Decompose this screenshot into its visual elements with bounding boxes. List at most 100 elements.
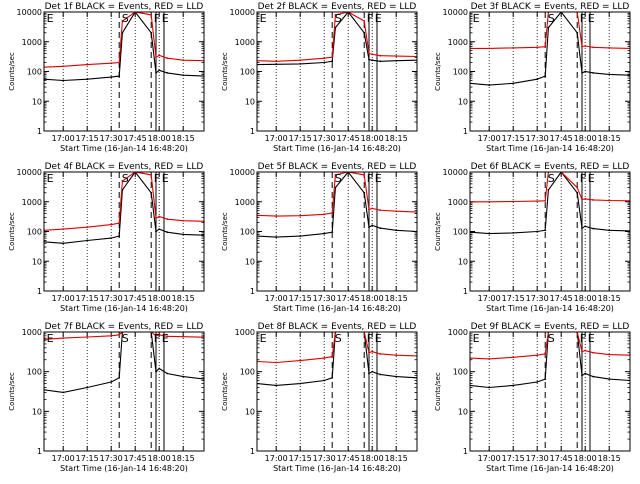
x-tick-label: 17:45	[124, 454, 147, 463]
x-tick-label: 18:15	[598, 454, 621, 463]
x-tick-label: 17:15	[289, 134, 312, 143]
x-tick-label: 18:15	[598, 134, 621, 143]
y-axis-label: Counts/sec	[434, 52, 442, 91]
interval-label: S	[335, 332, 342, 345]
point-lld	[275, 215, 278, 217]
x-tick-label: 17:45	[550, 294, 573, 303]
point-lld	[121, 20, 124, 22]
x-tick-label: 18:15	[385, 454, 408, 463]
point-lld	[371, 207, 374, 210]
x-tick-label: 18:00	[574, 134, 597, 143]
point-events	[182, 375, 185, 378]
x-tick-label: 18:00	[148, 454, 171, 463]
x-tick-label: 17:45	[337, 294, 360, 303]
point-events	[584, 225, 587, 228]
point-lld	[121, 180, 124, 182]
y-tick-label: 10000	[230, 8, 255, 17]
point-events	[512, 82, 515, 85]
panel-det-4: Det 4f BLACK = Events, RED = LLD Counts/s…	[8, 162, 205, 313]
panel-frame	[469, 331, 631, 452]
point-events	[547, 189, 550, 191]
point-events	[331, 60, 334, 63]
point-events	[86, 78, 89, 81]
y-tick-label: 1	[463, 287, 468, 296]
y-tick-label: 100	[240, 368, 255, 377]
point-events	[166, 231, 169, 234]
y-tick-label: 10000	[443, 168, 468, 177]
point-events	[536, 230, 539, 233]
point-events	[363, 31, 366, 34]
point-events	[488, 386, 491, 389]
point-lld	[371, 53, 374, 56]
point-lld	[110, 223, 113, 226]
y-tick-label: 10	[32, 257, 42, 266]
point-lld	[110, 62, 113, 65]
y-axis-label: Counts/sec	[8, 212, 16, 251]
point-lld	[323, 213, 326, 216]
x-axis-label: Start Time (16-Jan-14 16:48:20)	[486, 304, 614, 313]
point-events	[536, 78, 539, 81]
y-tick-label: 1	[463, 127, 468, 136]
y-tick-label: 1000	[22, 198, 42, 207]
panel-title: Det 5f BLACK = Events, RED = LLD	[258, 162, 417, 172]
panel-det-3: Det 3f BLACK = Events, RED = LLD Counts/s…	[434, 2, 631, 153]
x-axis-label: Start Time (16-Jan-14 16:48:20)	[273, 464, 401, 473]
point-lld	[158, 333, 161, 336]
x-tick-label: 17:15	[76, 134, 99, 143]
y-tick-label: 1000	[22, 38, 42, 47]
point-events	[371, 370, 374, 373]
y-tick-label: 10000	[443, 8, 468, 17]
series-group	[470, 12, 630, 86]
point-events	[368, 58, 370, 61]
point-events	[299, 382, 302, 385]
point-events	[395, 229, 398, 232]
point-events	[544, 378, 547, 380]
point-lld	[150, 173, 153, 176]
point-events	[608, 73, 611, 76]
point-lld	[331, 212, 334, 214]
y-axis-label: Counts/sec	[434, 212, 442, 251]
point-lld	[368, 52, 370, 55]
point-lld	[608, 47, 611, 49]
panel-frame	[256, 11, 418, 132]
point-lld	[368, 208, 370, 211]
series-group	[470, 332, 630, 389]
y-tick-label: 100	[27, 68, 42, 77]
x-tick-label: 17:45	[550, 454, 573, 463]
point-events	[323, 379, 326, 382]
point-events	[488, 232, 491, 235]
y-tick-label: 10	[458, 407, 468, 416]
point-lld	[536, 200, 539, 203]
point-lld	[581, 45, 583, 48]
x-tick-label: 18:15	[172, 134, 195, 143]
point-lld	[158, 54, 161, 57]
point-events	[576, 191, 579, 194]
interval-label: E	[588, 12, 595, 25]
x-tick-label: 17:30	[100, 294, 123, 303]
point-events	[86, 386, 89, 389]
y-tick-label: 1	[250, 127, 255, 136]
interval-label: F	[580, 12, 586, 25]
point-lld	[118, 61, 121, 64]
x-tick-label: 17:00	[52, 294, 75, 303]
x-tick-label: 18:00	[361, 134, 384, 143]
x-tick-label: 17:00	[265, 454, 288, 463]
interval-label: E	[162, 172, 169, 185]
point-lld	[395, 210, 398, 213]
point-lld	[118, 333, 121, 336]
point-lld	[581, 198, 583, 201]
y-tick-label: 10	[245, 407, 255, 416]
point-lld	[592, 351, 595, 354]
point-lld	[150, 13, 153, 16]
x-tick-label: 18:00	[574, 294, 597, 303]
point-lld	[395, 55, 398, 57]
x-tick-label: 18:00	[148, 134, 171, 143]
x-axis-label: Start Time (16-Jan-14 16:48:20)	[273, 144, 401, 153]
point-events	[182, 233, 185, 236]
point-events	[395, 375, 398, 378]
point-lld	[323, 357, 326, 359]
x-tick-label: 17:45	[550, 134, 573, 143]
point-events	[334, 186, 337, 189]
x-tick-label: 17:30	[526, 134, 549, 143]
